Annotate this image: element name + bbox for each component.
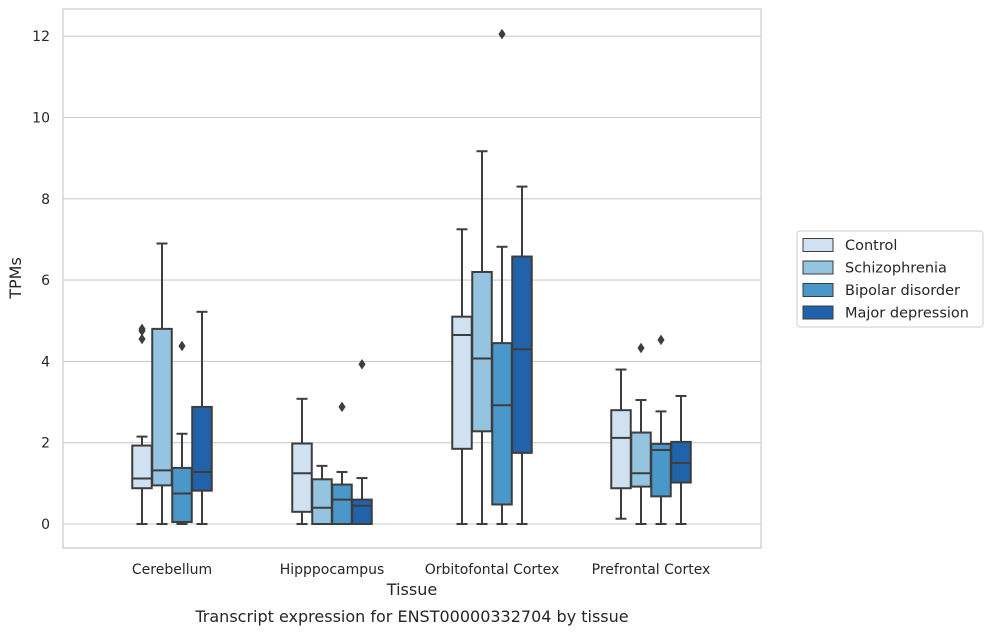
legend-swatch xyxy=(802,238,834,252)
outlier-marker xyxy=(637,342,645,354)
legend: Control Schizophrenia Bipolar disorder Majo… xyxy=(796,230,984,328)
legend-swatch xyxy=(802,260,834,275)
box-iqr xyxy=(311,478,333,526)
outlier-marker xyxy=(138,333,146,345)
box-iqr xyxy=(511,255,533,454)
box-2-2 xyxy=(491,28,513,525)
plot-area xyxy=(62,8,762,549)
box-3-1 xyxy=(630,342,652,525)
box-1-0 xyxy=(291,397,313,525)
y-axis-label: TPMs xyxy=(6,257,25,300)
grid-lines xyxy=(63,35,761,525)
y-tick-label: 8 xyxy=(41,192,50,208)
x-tick-labels: Cerebellum Hipppocampus Orbitofontal Corte… xyxy=(132,562,710,578)
box-0-0 xyxy=(131,323,153,525)
legend-frame xyxy=(796,230,984,328)
box-2-0 xyxy=(451,228,473,525)
box-plots xyxy=(131,28,692,526)
y-tick-label: 0 xyxy=(41,517,50,533)
x-axis-label: Tissue xyxy=(386,580,437,599)
box-iqr xyxy=(191,405,213,492)
box-1-1 xyxy=(311,464,333,526)
box-3-2 xyxy=(650,334,672,525)
y-tick-label: 10 xyxy=(32,111,50,127)
legend-label: Schizophrenia xyxy=(845,261,947,277)
figure-caption: Transcript expression for ENST0000033270… xyxy=(194,607,628,626)
y-tick-label: 12 xyxy=(32,29,50,45)
box-2-3 xyxy=(511,185,533,525)
box-iqr xyxy=(491,342,513,506)
box-iqr xyxy=(471,270,493,433)
legend-swatch xyxy=(802,283,834,297)
outlier-marker xyxy=(358,358,366,370)
box-iqr xyxy=(610,409,632,490)
box-0-3 xyxy=(191,310,213,525)
box-1-2 xyxy=(331,401,353,525)
x-tick-label: Orbitofontal Cortex xyxy=(425,562,560,578)
box-iqr xyxy=(650,442,672,498)
outlier-marker xyxy=(338,401,346,413)
y-tick-label: 6 xyxy=(41,273,50,289)
outlier-marker xyxy=(178,340,186,352)
legend-label: Control xyxy=(845,238,897,254)
box-iqr xyxy=(630,431,652,488)
box-iqr xyxy=(151,327,173,487)
box-3-3 xyxy=(670,394,692,525)
box-1-3 xyxy=(351,358,373,525)
legend-label: Bipolar disorder xyxy=(845,283,960,299)
outlier-marker xyxy=(498,28,506,40)
box-iqr xyxy=(451,315,473,450)
box-iqr xyxy=(131,444,153,490)
legend-swatch xyxy=(802,305,834,320)
box-0-1 xyxy=(151,242,173,525)
y-tick-labels: 0 2 4 6 8 10 12 xyxy=(32,29,50,533)
legend-label: Major depression xyxy=(845,306,969,322)
outlier-marker xyxy=(657,334,665,346)
outlier-marker xyxy=(138,323,146,335)
box-iqr xyxy=(171,466,193,523)
box-iqr xyxy=(291,442,313,513)
box-iqr xyxy=(331,483,353,525)
y-tick-label: 2 xyxy=(41,436,50,452)
y-tick-label: 4 xyxy=(41,354,50,370)
box-iqr xyxy=(351,498,373,525)
x-tick-label: Hipppocampus xyxy=(280,562,385,578)
box-3-0 xyxy=(610,368,632,520)
x-tick-label: Cerebellum xyxy=(132,562,212,578)
box-0-2 xyxy=(171,340,193,525)
box-2-1 xyxy=(471,150,493,525)
x-tick-label: Prefrontal Cortex xyxy=(592,562,711,578)
